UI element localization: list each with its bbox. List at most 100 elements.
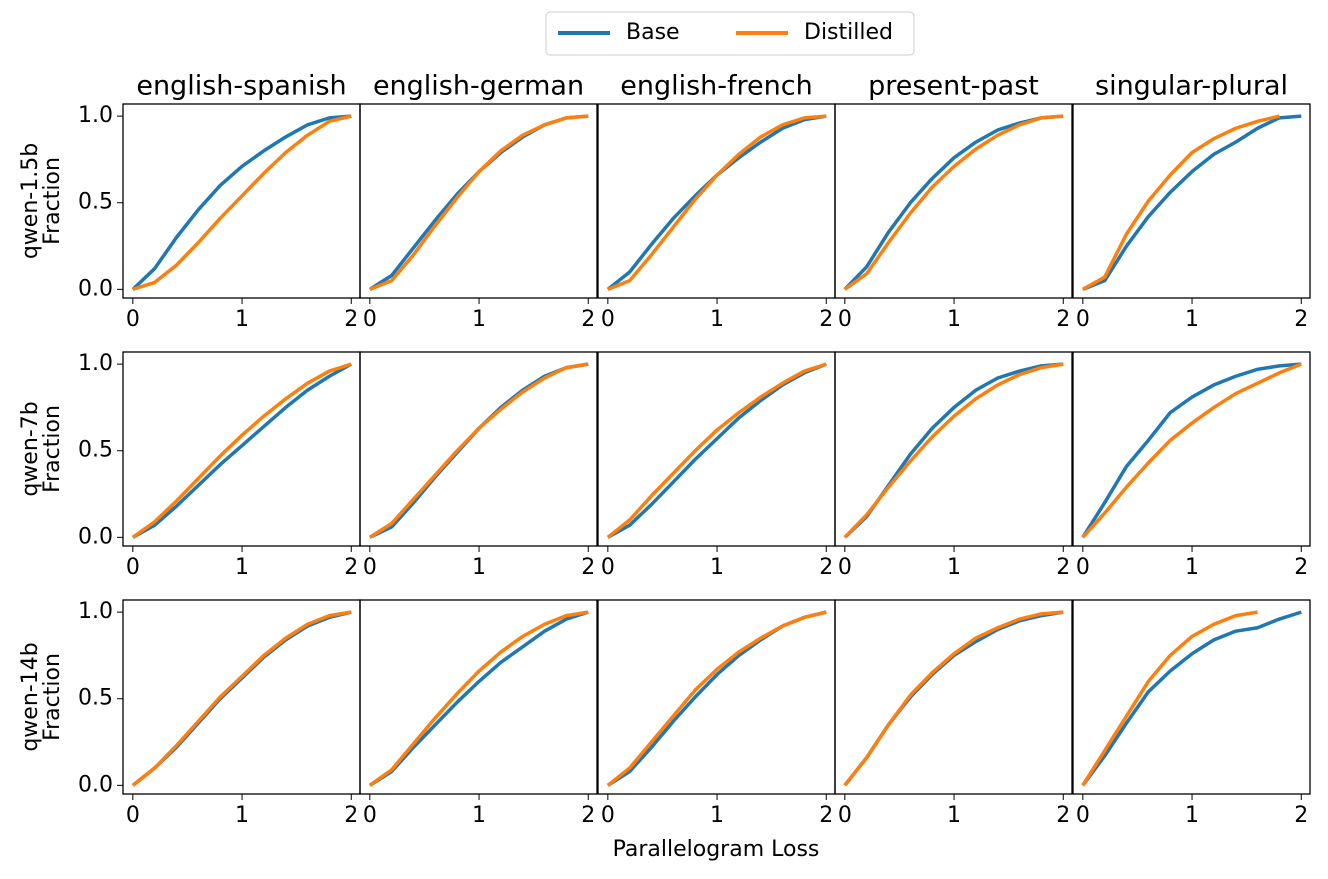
axes-frame xyxy=(1072,103,1311,299)
axes-frame xyxy=(834,351,1073,547)
data-line xyxy=(1082,114,1302,291)
data-line xyxy=(843,610,1064,787)
y-tick-label: 0.0 xyxy=(78,276,113,301)
x-tick-label: 2 xyxy=(1056,803,1070,828)
x-tick-label: 2 xyxy=(581,555,595,580)
y-tick-label: 0.0 xyxy=(78,772,113,797)
x-tick-label: 2 xyxy=(819,803,833,828)
axes-frame xyxy=(359,103,598,299)
x-tick-label: 0 xyxy=(838,803,852,828)
x-tick-label: 2 xyxy=(1294,803,1308,828)
x-axis-label: Parallelogram Loss xyxy=(613,837,820,862)
x-tick-label: 1 xyxy=(947,803,961,828)
x-tick-label: 1 xyxy=(710,555,724,580)
data-line xyxy=(607,114,827,291)
x-tick-label: 1 xyxy=(235,307,249,332)
data-line xyxy=(843,362,1064,539)
x-tick-label: 2 xyxy=(1056,555,1070,580)
subplot-title: english-spanish xyxy=(136,71,346,102)
data-line xyxy=(843,362,1064,539)
y-axis-label: Fraction xyxy=(40,405,65,493)
x-tick-label: 0 xyxy=(838,555,852,580)
x-tick-label: 0 xyxy=(126,555,140,580)
x-tick-label: 2 xyxy=(344,803,358,828)
x-tick-label: 1 xyxy=(710,803,724,828)
subplot-title: english-french xyxy=(620,71,812,102)
y-tick-label: 0.5 xyxy=(78,686,113,711)
legend-label: Distilled xyxy=(804,20,893,45)
subplot-title: present-past xyxy=(868,71,1039,102)
axes-frame xyxy=(359,599,598,795)
y-tick-label: 1.0 xyxy=(78,103,113,128)
x-tick-label: 1 xyxy=(472,307,486,332)
x-tick-label: 0 xyxy=(126,307,140,332)
data-line xyxy=(131,362,353,539)
x-tick-label: 0 xyxy=(1076,555,1090,580)
data-line xyxy=(606,362,827,539)
data-line xyxy=(368,362,589,539)
legend-label: Base xyxy=(626,20,680,45)
x-tick-label: 0 xyxy=(363,803,377,828)
x-tick-label: 1 xyxy=(710,307,724,332)
data-line xyxy=(131,114,352,291)
x-tick-label: 2 xyxy=(1294,307,1308,332)
data-line xyxy=(1081,610,1302,787)
data-line xyxy=(368,114,589,291)
y-axis-label: Fraction xyxy=(40,157,65,245)
x-tick-label: 0 xyxy=(1076,307,1090,332)
data-line xyxy=(131,610,352,787)
y-tick-label: 1.0 xyxy=(78,351,113,376)
data-line xyxy=(843,114,1064,291)
data-line xyxy=(368,610,589,787)
x-tick-label: 2 xyxy=(581,307,595,332)
data-line xyxy=(1081,362,1302,539)
y-tick-label: 0.5 xyxy=(78,190,113,215)
data-line xyxy=(606,610,827,787)
data-line xyxy=(1081,610,1258,787)
x-tick-label: 2 xyxy=(344,555,358,580)
x-tick-label: 1 xyxy=(1185,803,1199,828)
axes-frame xyxy=(834,103,1073,299)
x-tick-label: 1 xyxy=(472,803,486,828)
x-tick-label: 2 xyxy=(581,803,595,828)
x-tick-label: 0 xyxy=(601,307,615,332)
x-tick-label: 2 xyxy=(344,307,358,332)
legend-box xyxy=(545,11,915,56)
x-tick-label: 0 xyxy=(601,803,615,828)
y-axis-label: qwen-14b xyxy=(18,642,43,751)
data-line xyxy=(843,114,1064,291)
y-tick-label: 0.0 xyxy=(78,524,113,549)
data-line xyxy=(843,610,1064,787)
x-tick-label: 1 xyxy=(472,555,486,580)
data-line xyxy=(1081,362,1302,539)
x-tick-label: 2 xyxy=(1294,555,1308,580)
data-line xyxy=(131,610,352,787)
x-tick-label: 1 xyxy=(235,803,249,828)
x-tick-label: 1 xyxy=(947,307,961,332)
y-axis-label: qwen-7b xyxy=(18,401,43,496)
x-tick-label: 0 xyxy=(1076,803,1090,828)
axes-frame xyxy=(359,351,598,547)
y-tick-label: 0.5 xyxy=(78,438,113,463)
x-tick-label: 0 xyxy=(601,555,615,580)
y-axis-label: qwen-1.5b xyxy=(18,143,43,259)
x-tick-label: 2 xyxy=(819,307,833,332)
x-tick-label: 1 xyxy=(1185,307,1199,332)
data-line xyxy=(132,114,352,292)
x-tick-label: 1 xyxy=(235,555,249,580)
x-tick-label: 2 xyxy=(819,555,833,580)
data-line xyxy=(1081,114,1280,291)
subplot-title: english-german xyxy=(373,71,584,102)
axes-frame xyxy=(834,599,1073,795)
subplot-title: singular-plural xyxy=(1095,71,1288,102)
data-line xyxy=(606,362,827,539)
data-line xyxy=(606,114,827,291)
x-tick-label: 1 xyxy=(947,555,961,580)
x-tick-label: 1 xyxy=(1185,555,1199,580)
y-axis-label: Fraction xyxy=(40,653,65,741)
data-line xyxy=(368,610,589,787)
x-tick-label: 0 xyxy=(363,555,377,580)
x-tick-label: 0 xyxy=(126,803,140,828)
data-line xyxy=(369,114,589,291)
